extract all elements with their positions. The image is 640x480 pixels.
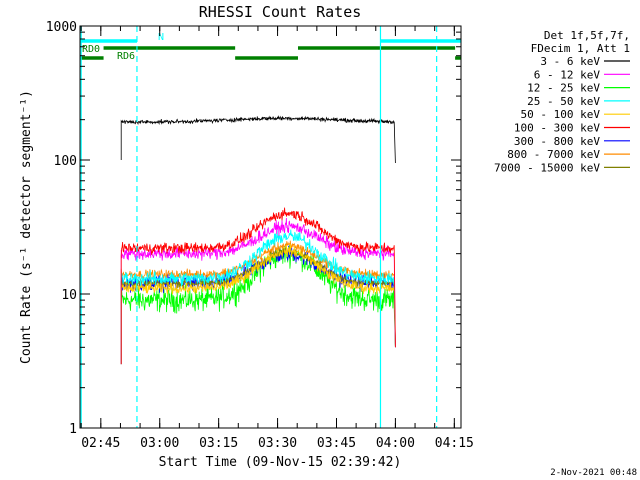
series-lines [120, 115, 396, 365]
flag-bars: N RD0 RD6 [80, 32, 461, 62]
x-tick-label: 03:15 [199, 436, 238, 451]
series-line [120, 115, 396, 164]
x-tick-label: 04:15 [435, 436, 474, 451]
x-axis-label: Start Time (09-Nov-15 02:39:42) [159, 455, 402, 470]
y-tick-label: 10 [61, 288, 77, 303]
legend-entry-label: 800 - 7000 keV [507, 148, 600, 161]
legend-entry-label: 12 - 25 keV [527, 82, 600, 95]
legend-header: Det 1f,5f,7f, [544, 29, 630, 42]
y-tick-label: 100 [54, 154, 77, 169]
x-tick-label: 03:45 [317, 436, 356, 451]
legend-header: FDecim 1, Att 1 [531, 42, 630, 55]
y-tick-label: 1000 [46, 20, 77, 35]
x-tick-label: 04:00 [376, 436, 415, 451]
flag-bar-label: RD0 [82, 44, 100, 55]
plot-frame [79, 25, 462, 429]
x-tick-label: 02:45 [81, 436, 120, 451]
y-axis-label: Count Rate (s⁻¹ detector segment⁻¹) [19, 90, 34, 364]
x-axis: 02:45 03:00 03:15 03:30 03:45 04:00 04:15 [80, 26, 474, 451]
footer-timestamp: 2-Nov-2021 00:48 [550, 468, 637, 478]
series-line [120, 207, 396, 365]
legend-entry-label: 6 - 12 keV [534, 68, 601, 81]
chart-title: RHESSI Count Rates [199, 3, 362, 21]
legend-entry-label: 3 - 6 keV [540, 55, 600, 68]
legend-entry-label: 25 - 50 keV [527, 95, 600, 108]
legend-entry-label: 50 - 100 keV [521, 108, 601, 121]
x-tick-label: 03:00 [140, 436, 179, 451]
series-line [120, 243, 396, 365]
event-lines [80, 26, 438, 428]
series-line [120, 244, 396, 365]
flag-bar-label: RD6 [117, 51, 135, 62]
series-line [120, 240, 396, 365]
y-axis: 1 10 100 1000 [46, 20, 461, 437]
flag-bar-label: N [158, 32, 164, 43]
series-line [120, 217, 396, 365]
series-line [120, 229, 396, 365]
legend-entry-label: 7000 - 15000 keV [494, 161, 600, 174]
legend-entry-label: 100 - 300 keV [514, 122, 600, 135]
y-tick-label: 1 [69, 422, 77, 437]
legend-entry-label: 300 - 800 keV [514, 135, 600, 148]
x-tick-label: 03:30 [258, 436, 297, 451]
